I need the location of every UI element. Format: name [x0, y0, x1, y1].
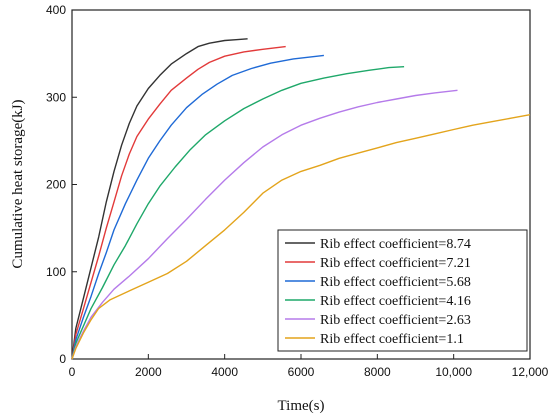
x-tick-label: 2000: [135, 365, 162, 379]
series-line-6: [71, 114, 531, 360]
legend-label-5: Rib effect coefficient=2.63: [320, 313, 471, 328]
y-tick-label: 200: [46, 178, 66, 192]
series-line-3: [71, 54, 324, 360]
y-axis-title: Cumulative heat storage(kJ): [10, 99, 26, 268]
legend-label-4: Rib effect coefficient=4.16: [320, 294, 471, 309]
series-line-4: [71, 66, 405, 360]
y-tick-label: 400: [46, 3, 66, 17]
x-tick-label: 12,000: [512, 365, 549, 379]
x-tick-label: 6000: [288, 365, 315, 379]
x-axis-title: Time(s): [278, 398, 325, 414]
y-axis-ticks: 0 100 200 300 400: [46, 3, 77, 366]
series-line-2: [71, 45, 286, 360]
x-tick-label: 10,000: [435, 365, 472, 379]
legend: Rib effect coefficient=8.74 Rib effect co…: [277, 229, 528, 352]
x-tick-label: 0: [69, 365, 76, 379]
x-tick-label: 4000: [211, 365, 238, 379]
legend-box: [277, 229, 528, 352]
series-line-5: [71, 89, 458, 360]
x-axis-ticks: 0 2000 4000 6000 8000 10,000 12,000: [69, 354, 549, 379]
legend-label-2: Rib effect coefficient=7.21: [320, 256, 471, 271]
series-line-1: [71, 38, 248, 360]
y-tick-label: 300: [46, 90, 66, 104]
legend-label-3: Rib effect coefficient=5.68: [320, 275, 471, 290]
legend-label-1: Rib effect coefficient=8.74: [320, 237, 471, 252]
y-tick-label: 100: [46, 265, 66, 279]
y-tick-label: 0: [59, 352, 66, 366]
x-tick-label: 8000: [364, 365, 391, 379]
legend-label-6: Rib effect coefficient=1.1: [320, 332, 464, 347]
series-lines: [71, 38, 531, 360]
